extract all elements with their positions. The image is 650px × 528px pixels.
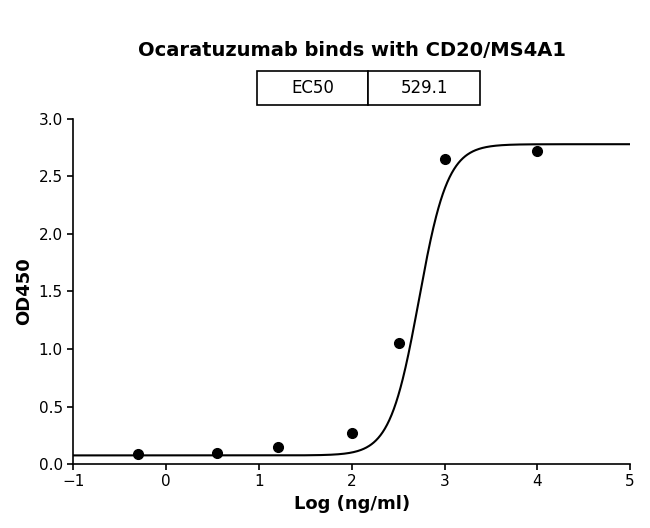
Y-axis label: OD450: OD450 (15, 258, 33, 325)
Text: 529.1: 529.1 (400, 79, 448, 97)
Title: Ocaratuzumab binds with CD20/MS4A1: Ocaratuzumab binds with CD20/MS4A1 (138, 41, 566, 60)
Point (211, 448, 222, 457)
FancyBboxPatch shape (369, 71, 480, 105)
Point (393, 339, 404, 347)
FancyBboxPatch shape (257, 71, 369, 105)
Text: EC50: EC50 (291, 79, 334, 97)
Point (272, 442, 283, 451)
Point (439, 155, 450, 163)
Point (346, 429, 357, 437)
Point (532, 147, 543, 155)
Point (133, 449, 143, 458)
X-axis label: Log (ng/ml): Log (ng/ml) (294, 495, 410, 513)
